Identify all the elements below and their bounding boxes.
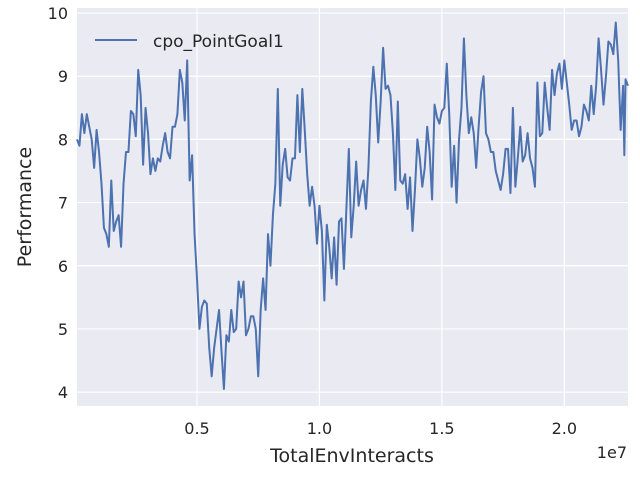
series-line-cpo-pointgoal1: [76, 21, 629, 390]
y-tick-label: 5: [58, 320, 68, 339]
y-tick-label: 7: [58, 194, 68, 213]
x-axis-label: TotalEnvInteracts: [269, 445, 434, 467]
x-offset-label: 1e7: [597, 443, 627, 462]
grid-lines: [77, 8, 628, 406]
y-axis-label: Performance: [14, 147, 36, 267]
legend: cpo_PointGoal1: [95, 32, 284, 52]
x-tick-label: 1.5: [429, 419, 454, 438]
y-axis-ticks: 4 5 6 7 8 9 10: [48, 4, 68, 402]
plot-background: [77, 8, 628, 406]
y-tick-label: 6: [58, 257, 68, 276]
x-tick-label: 1.0: [307, 419, 332, 438]
y-tick-label: 9: [58, 67, 68, 86]
x-axis-ticks: 0.5 1.0 1.5 2.0: [184, 419, 577, 438]
legend-entry-label: cpo_PointGoal1: [153, 32, 284, 52]
y-tick-label: 10: [48, 4, 68, 23]
y-tick-label: 4: [58, 383, 68, 402]
y-tick-label: 8: [58, 130, 68, 149]
x-tick-label: 0.5: [184, 419, 209, 438]
x-tick-label: 2.0: [552, 419, 577, 438]
series-lines: [76, 21, 629, 390]
